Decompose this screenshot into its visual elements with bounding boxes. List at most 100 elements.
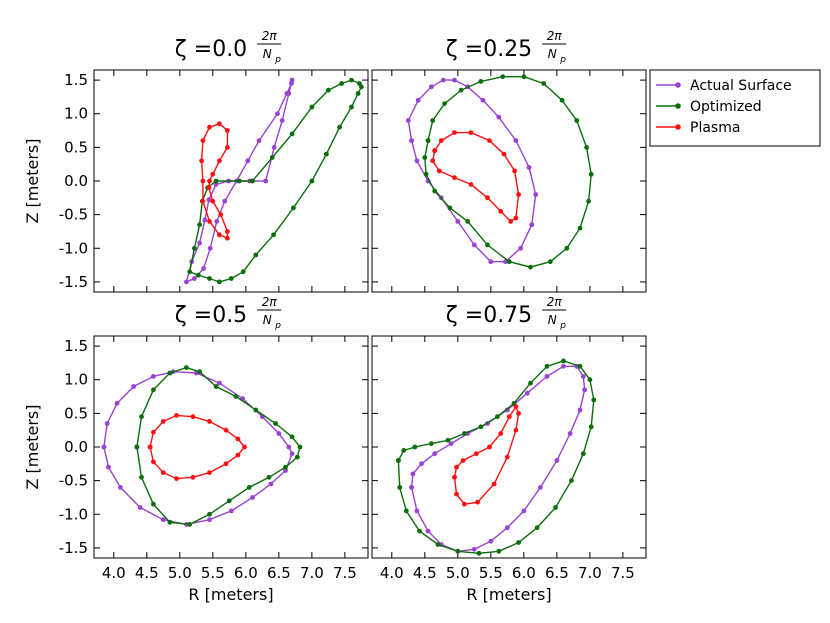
- x-tick-label: 4.0: [380, 564, 404, 582]
- data-point: [521, 508, 527, 514]
- title-frac-denominator: N: [548, 313, 557, 327]
- data-point: [253, 407, 259, 413]
- data-point: [488, 259, 494, 265]
- series-line: [149, 414, 246, 480]
- x-tick-label: 4.5: [135, 564, 159, 582]
- data-point: [506, 414, 512, 420]
- y-tick-label: 1.5: [64, 71, 88, 89]
- data-point: [295, 454, 300, 460]
- data-point: [462, 501, 467, 507]
- data-point: [447, 205, 453, 211]
- data-point: [114, 400, 120, 406]
- data-point: [508, 219, 514, 224]
- y-tick-label: 0.5: [64, 138, 88, 156]
- data-point: [452, 474, 457, 480]
- title-frac-numerator: 2π: [547, 295, 563, 309]
- data-point: [349, 104, 354, 110]
- data-point: [349, 77, 354, 83]
- data-point: [405, 118, 411, 123]
- data-point: [199, 158, 205, 164]
- title-frac-denominator: N: [548, 47, 557, 61]
- data-point: [233, 394, 239, 399]
- data-point: [501, 151, 507, 157]
- title-frac-numerator: 2π: [262, 29, 278, 43]
- data-point: [468, 130, 474, 136]
- data-point: [184, 279, 189, 285]
- data-point: [417, 528, 422, 534]
- data-point: [454, 464, 459, 470]
- data-point: [217, 232, 222, 238]
- data-point: [225, 235, 230, 241]
- data-point: [263, 178, 269, 184]
- data-point: [223, 461, 229, 467]
- data-point: [167, 370, 173, 376]
- data-point: [200, 198, 206, 204]
- data-point: [207, 124, 212, 130]
- data-point: [452, 175, 457, 181]
- data-point: [534, 525, 540, 531]
- title-frac-numerator: 2π: [262, 295, 278, 309]
- data-point: [206, 185, 212, 191]
- x-axis-label: R [meters]: [466, 585, 551, 604]
- data-point: [465, 219, 471, 224]
- data-point: [106, 464, 111, 470]
- data-point: [192, 276, 197, 281]
- data-point: [442, 101, 447, 106]
- title-frac-subscript: p: [559, 321, 566, 331]
- data-point: [564, 245, 570, 251]
- data-point: [217, 158, 222, 164]
- data-point: [207, 511, 212, 517]
- x-tick-label: 6.0: [234, 564, 258, 582]
- data-point: [190, 414, 196, 420]
- data-point: [279, 118, 285, 123]
- x-tick-label: 4.0: [102, 564, 126, 582]
- x-tick-label: 6.5: [267, 564, 291, 582]
- data-point: [462, 431, 467, 436]
- data-point: [266, 474, 272, 480]
- data-point: [151, 501, 156, 507]
- series-actual-surface: [101, 369, 295, 527]
- series-actual-surface: [409, 363, 587, 554]
- x-tick-label: 7.5: [611, 564, 635, 582]
- legend-label: Plasma: [690, 120, 740, 136]
- legend-label: Optimized: [690, 99, 762, 115]
- data-point: [529, 222, 535, 228]
- data-point: [197, 369, 203, 375]
- data-point: [591, 397, 597, 403]
- data-point: [228, 508, 234, 514]
- data-point: [586, 198, 591, 204]
- data-point: [521, 74, 527, 80]
- legend-label: Actual Surface: [690, 78, 792, 94]
- data-point: [207, 245, 213, 251]
- legend-marker: [675, 82, 681, 88]
- data-point: [104, 421, 110, 426]
- data-point: [289, 434, 295, 440]
- data-point: [134, 444, 140, 450]
- data-point: [213, 182, 219, 187]
- data-point: [513, 215, 519, 221]
- data-point: [202, 217, 208, 223]
- data-point: [526, 165, 532, 170]
- data-point: [357, 81, 362, 86]
- y-tick-label: 1.0: [64, 105, 88, 123]
- data-point: [213, 178, 219, 184]
- data-point: [577, 363, 583, 369]
- x-tick-label: 7.0: [578, 564, 602, 582]
- series-line: [136, 366, 301, 526]
- data-point: [218, 212, 224, 218]
- data-point: [174, 413, 179, 418]
- data-point: [401, 448, 407, 453]
- data-point: [225, 145, 230, 150]
- x-tick-label: 6.0: [512, 564, 536, 582]
- data-point: [187, 269, 193, 275]
- data-point: [438, 138, 444, 144]
- data-point: [337, 124, 342, 130]
- data-point: [488, 538, 494, 544]
- data-point: [561, 358, 566, 364]
- data-point: [131, 384, 137, 389]
- data-point: [151, 429, 156, 435]
- y-tick-label: -1.5: [59, 273, 88, 291]
- data-point: [275, 111, 280, 117]
- data-point: [271, 145, 277, 150]
- data-point: [235, 436, 241, 442]
